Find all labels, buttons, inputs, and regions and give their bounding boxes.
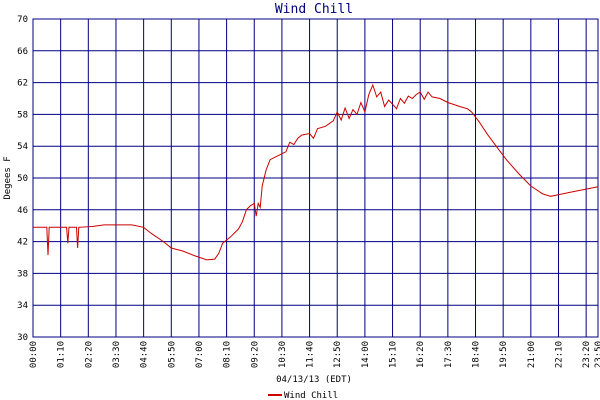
- x-tick-label: 23:20: [582, 341, 592, 368]
- x-tick-label: 10:30: [278, 341, 288, 368]
- x-tick-label: 21:00: [527, 341, 537, 368]
- y-tick-label: 58: [17, 110, 28, 120]
- plot-border: [32, 18, 599, 338]
- x-tick-label: 23:50: [594, 341, 600, 368]
- y-axis-label: Degees F: [3, 156, 13, 199]
- y-tick-label: 30: [17, 333, 28, 343]
- y-tick-label: 34: [17, 301, 28, 311]
- x-tick-label: 08:10: [223, 341, 233, 368]
- x-tick-label: 14:00: [361, 341, 371, 368]
- y-tick-label: 46: [17, 206, 28, 216]
- x-tick-label: 12:50: [333, 341, 343, 368]
- x-tick-label: 00:00: [29, 341, 39, 368]
- y-tick-label: 66: [17, 47, 28, 57]
- y-tick-label: 38: [17, 269, 28, 279]
- x-tick-label: 02:20: [84, 341, 94, 368]
- x-tick-label: 09:20: [250, 341, 260, 368]
- x-tick-label: 04:40: [140, 341, 150, 368]
- x-tick-label: 11:40: [306, 341, 316, 368]
- x-tick-label: 22:10: [554, 341, 564, 368]
- x-tick-label: 19:50: [499, 341, 509, 368]
- x-tick-label: 18:40: [472, 341, 482, 368]
- legend-label: Wind Chill: [284, 391, 338, 400]
- y-tick-label: 54: [17, 142, 28, 152]
- x-tick-label: 03:30: [112, 341, 122, 368]
- x-tick-label: 17:30: [444, 341, 454, 368]
- x-tick-label: 15:10: [389, 341, 399, 368]
- x-tick-label: 05:50: [167, 341, 177, 368]
- y-tick-label: 42: [17, 238, 28, 248]
- x-axis-label: 04/13/13 (EDT): [276, 375, 352, 385]
- x-tick-label: 01:10: [57, 341, 67, 368]
- x-tick-label: 07:00: [195, 341, 205, 368]
- x-tick-label: 16:20: [416, 341, 426, 368]
- data-line: [33, 83, 599, 261]
- chart-title: Wind Chill: [275, 2, 353, 17]
- y-tick-label: 50: [17, 174, 28, 184]
- y-tick-label: 62: [17, 79, 28, 89]
- y-tick-label: 70: [17, 15, 28, 25]
